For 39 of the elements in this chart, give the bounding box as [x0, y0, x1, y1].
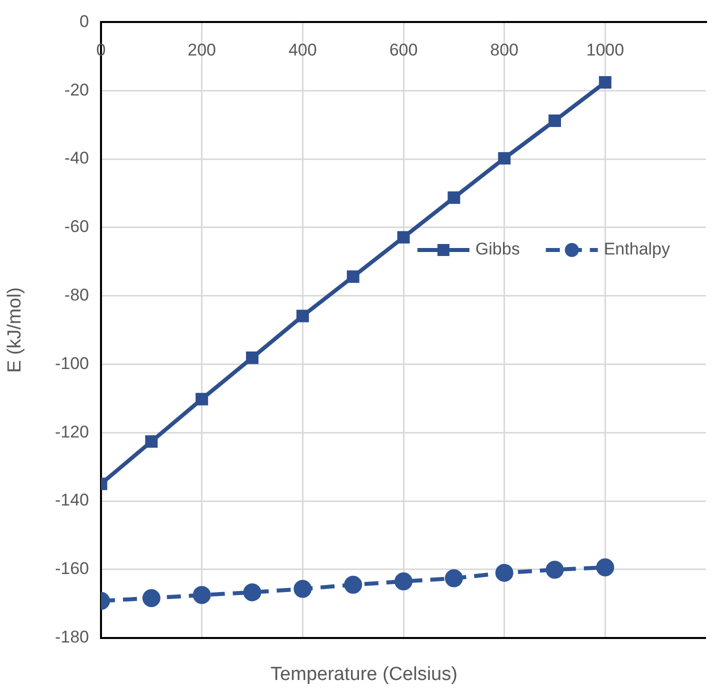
point: [196, 392, 208, 406]
x-tick-label: 400: [288, 40, 317, 60]
x-tick-label: 800: [490, 40, 519, 60]
point: [444, 569, 463, 588]
y-tick-label: -80: [64, 285, 89, 304]
point: [598, 76, 612, 89]
y-tick-label: -100: [54, 354, 89, 373]
point: [344, 576, 362, 594]
point: [296, 310, 309, 322]
x-tick-label: 200: [188, 40, 216, 60]
point: [546, 560, 564, 579]
point: [145, 435, 158, 448]
point: [246, 351, 258, 364]
y-tick-label: -20: [64, 80, 89, 100]
y-tick-label: 0: [80, 12, 89, 31]
point: [294, 580, 312, 598]
point: [346, 270, 360, 283]
point: [394, 572, 412, 590]
point: [495, 564, 514, 582]
point: [142, 589, 160, 608]
y-tick-label: -160: [54, 559, 89, 578]
legend-label: Enthalpy: [604, 240, 670, 259]
y-tick-label: -40: [64, 148, 89, 168]
point: [548, 114, 561, 127]
y-tick-label: -60: [64, 217, 89, 236]
y-tick-label: -120: [54, 422, 89, 442]
y-tick-label: -180: [54, 627, 89, 646]
y-axis-title: E (kJ/mol): [4, 287, 26, 373]
point: [397, 231, 410, 244]
x-axis-title: Temperature (Celsius): [270, 664, 458, 686]
point: [498, 152, 511, 165]
x-tick-label: 600: [389, 40, 418, 60]
point: [448, 191, 460, 204]
point: [596, 558, 614, 576]
point: [243, 583, 262, 602]
legend-label: Gibbs: [475, 240, 520, 259]
x-tick-label: 1000: [586, 40, 624, 60]
y-tick-label: -140: [54, 490, 89, 510]
point: [192, 586, 211, 604]
